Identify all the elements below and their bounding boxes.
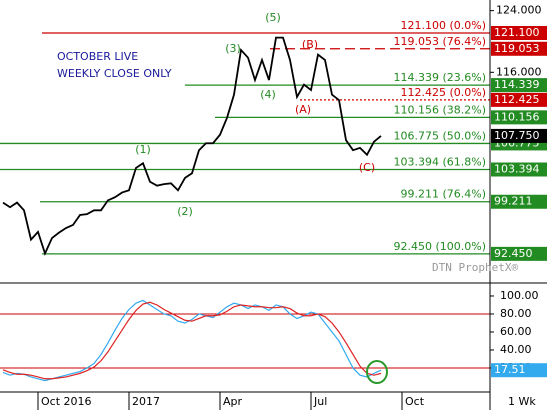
x-tick-label: 2017 bbox=[132, 395, 160, 408]
wave-label: (2) bbox=[177, 205, 193, 218]
x-tick-label: Jul bbox=[313, 395, 327, 408]
level-text: 114.339 bbox=[494, 78, 540, 91]
y-tick-label: 40.00 bbox=[500, 343, 532, 356]
watermark: DTN ProphetX® bbox=[432, 261, 518, 274]
wave-label: (C) bbox=[359, 161, 375, 174]
level-box bbox=[491, 246, 547, 261]
wave-label: (B) bbox=[302, 38, 318, 51]
wave-label: (A) bbox=[295, 103, 311, 116]
y-tick-label: 60.00 bbox=[500, 325, 532, 338]
y-tick-label: 100.00 bbox=[500, 289, 539, 302]
series-line bbox=[2, 301, 382, 380]
fib-label: 103.394 (61.8%) bbox=[393, 155, 486, 168]
x-tick-label: Oct bbox=[405, 395, 425, 408]
level-text: 92.450 bbox=[494, 247, 533, 260]
highlight-circle bbox=[366, 360, 388, 384]
wave-label: (4) bbox=[260, 88, 276, 101]
fib-label: 119.053 (76.4%) bbox=[393, 35, 486, 48]
fib-label: 92.450 (100.0%) bbox=[393, 240, 486, 253]
wave-label: (5) bbox=[265, 11, 281, 24]
level-box bbox=[491, 41, 547, 56]
wave-label: (3) bbox=[225, 42, 241, 55]
fib-label: 110.156 (38.2%) bbox=[393, 103, 486, 116]
fib-label: 112.425 (0.0%) bbox=[400, 86, 486, 99]
last-price-box bbox=[491, 128, 547, 143]
x-tick-label: Apr bbox=[223, 395, 243, 408]
level-box bbox=[491, 162, 547, 177]
fib-label: 114.339 (23.6%) bbox=[393, 71, 486, 84]
y-tick-label: 124.000 bbox=[496, 4, 542, 17]
fib-label: 99.211 (76.4%) bbox=[400, 188, 486, 201]
level-box bbox=[491, 194, 547, 209]
last-stoch-box bbox=[491, 363, 547, 378]
level-box bbox=[491, 78, 547, 93]
y-tick-label: 80.00 bbox=[500, 307, 532, 320]
wave-label: (1) bbox=[135, 143, 151, 156]
x-tick-label: Oct 2016 bbox=[41, 395, 92, 408]
last-price-text: 107.750 bbox=[494, 129, 540, 142]
fib-label: 121.100 (0.0%) bbox=[400, 19, 486, 32]
y-tick-label: 116.000 bbox=[496, 65, 542, 78]
level-text: 103.394 bbox=[494, 162, 540, 175]
level-box bbox=[491, 110, 547, 125]
level-box bbox=[491, 25, 547, 40]
period-label: 1 Wk bbox=[508, 395, 536, 408]
fib-label: 106.775 (50.0%) bbox=[393, 129, 486, 142]
level-text: 119.053 bbox=[494, 42, 540, 55]
level-text: 99.211 bbox=[494, 195, 533, 208]
chart-title: OCTOBER LIVE bbox=[57, 50, 138, 63]
level-box bbox=[491, 92, 547, 107]
level-text: 110.156 bbox=[494, 110, 540, 123]
chart-subtitle: WEEKLY CLOSE ONLY bbox=[57, 67, 172, 80]
last-stoch-text: 17.51 bbox=[494, 363, 526, 376]
series-line bbox=[2, 36, 382, 256]
level-text: 112.425 bbox=[494, 93, 540, 106]
level-text: 121.100 bbox=[494, 26, 540, 39]
